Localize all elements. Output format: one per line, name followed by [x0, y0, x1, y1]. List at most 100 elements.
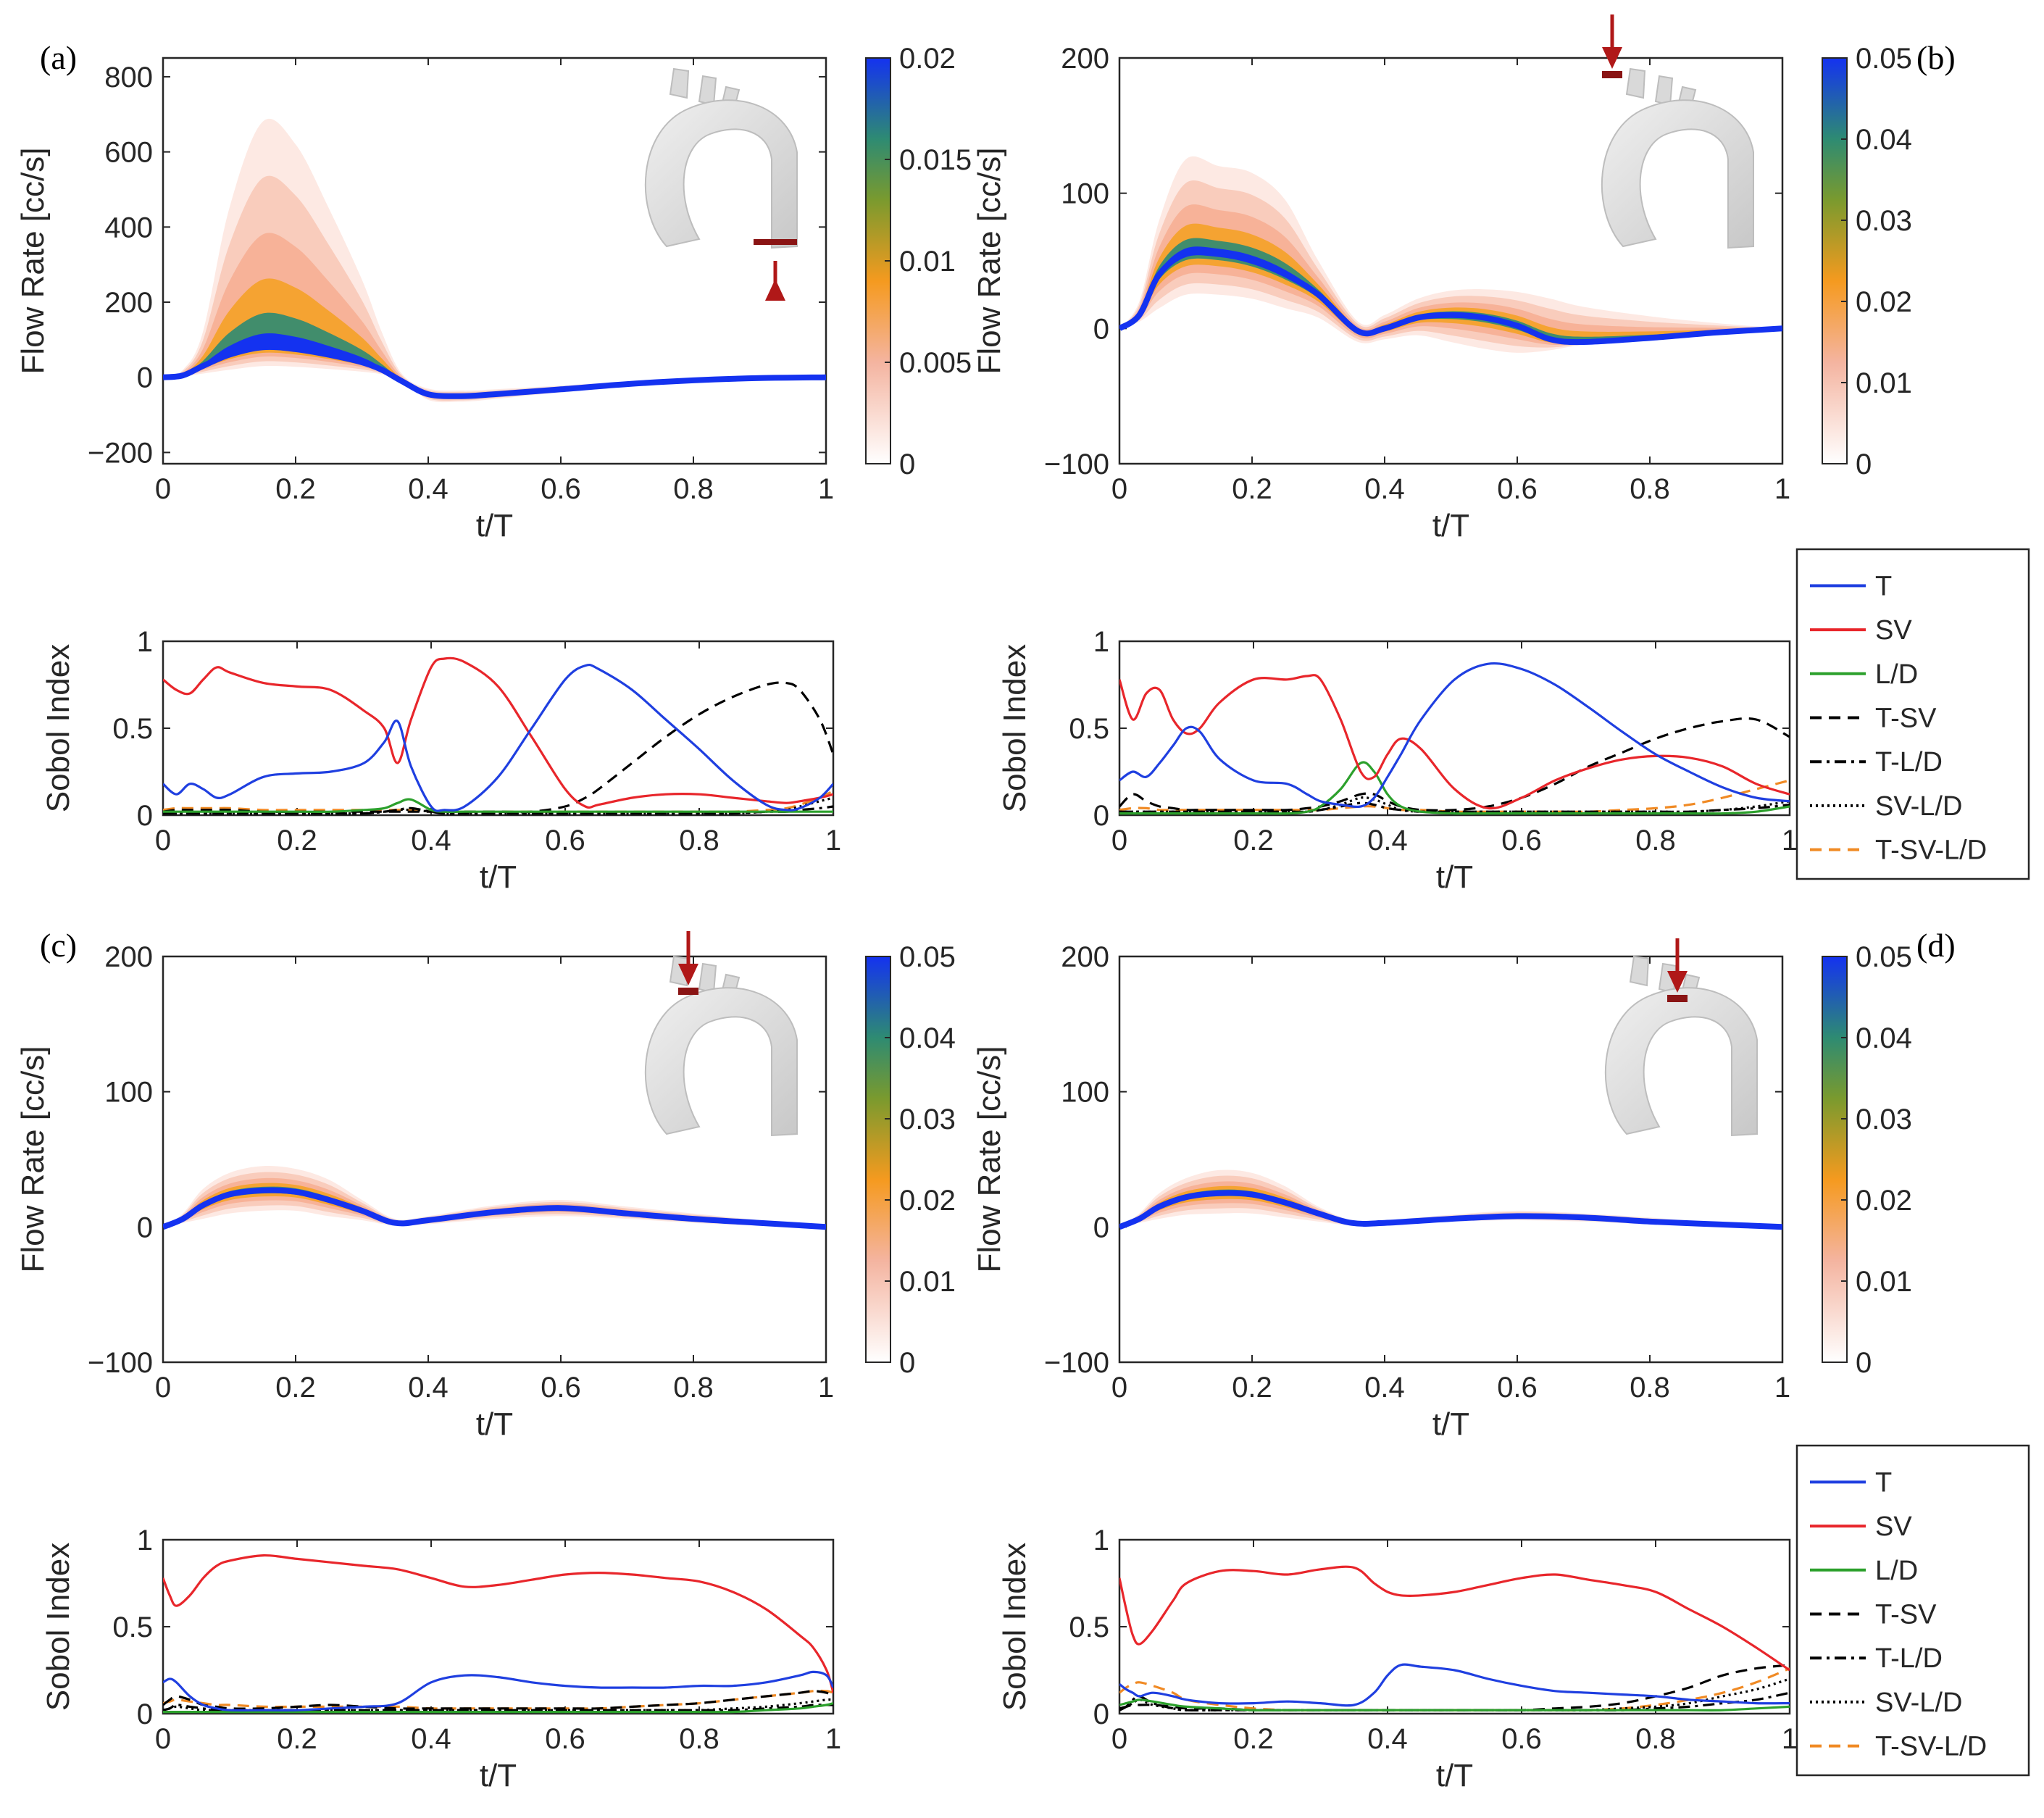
flow-core-line [1119, 1190, 1782, 1230]
colorbar-tick-label: 0.02 [1856, 286, 1912, 318]
flow-band-5 [163, 333, 826, 397]
y-tick-label: 0.5 [1069, 1611, 1109, 1643]
y-tick-label: 1 [1093, 626, 1109, 658]
series-line-t [1119, 662, 1790, 809]
x-tick-label: 0.6 [541, 473, 581, 505]
y-axis-label: Flow Rate [cc/s] [972, 148, 1007, 375]
panel-label: (a) [40, 39, 77, 76]
legends-layer: TSVL/DT-SVT-L/DSV-L/DT-SV-L/DTSVL/DT-SVT… [1795, 548, 2030, 1777]
y-axis-label: Sobol Index [997, 1543, 1033, 1711]
colorbar-tick-label: 0.05 [1856, 941, 1912, 973]
x-tick-label: 0.2 [1232, 473, 1272, 505]
y-axis-label: Flow Rate [cc/s] [972, 1046, 1007, 1273]
x-axis-label: t/T [1432, 1406, 1469, 1442]
colorbar [1822, 956, 1848, 1363]
series-line-ld [1119, 1698, 1790, 1711]
y-tick-label: −100 [1044, 1347, 1109, 1379]
flow-band-5 [1119, 246, 1782, 343]
y-tick-label: −200 [88, 437, 153, 469]
y-tick-label: 200 [1061, 43, 1109, 75]
series-line-sv [163, 656, 833, 809]
x-tick-label: 0.8 [673, 473, 714, 505]
colorbar-tick-label: 0.04 [1856, 1022, 1912, 1054]
colorbar-tick-label: 0 [899, 1347, 915, 1379]
legend-label: T-SV-L/D [1875, 1732, 1987, 1762]
y-tick-label: 0.5 [112, 1611, 153, 1643]
x-tick-label: 0.4 [411, 825, 451, 856]
flow-axes-box [1118, 955, 1784, 1364]
flow-band-4 [163, 312, 826, 398]
y-tick-label: 0 [1093, 1698, 1109, 1730]
series-line-t-ld [163, 1704, 833, 1711]
x-tick-label: 0.4 [1364, 473, 1405, 505]
panel-label: (d) [1916, 927, 1956, 964]
colorbar-tick-label: 0.02 [899, 1185, 956, 1217]
sobol-axes-box [162, 640, 835, 817]
x-tick-label: 1 [1774, 473, 1790, 505]
x-tick-label: 1 [1782, 825, 1798, 856]
sobol-axes-box [1118, 640, 1791, 817]
flow-band-1 [1119, 180, 1782, 348]
series-line-t [163, 1670, 833, 1711]
colorbar-tick-label: 0.03 [1856, 205, 1912, 237]
colorbar-tick-label: 0.05 [899, 941, 956, 973]
x-axis-label: t/T [1436, 859, 1473, 895]
legend-label: L/D [1875, 1556, 1918, 1586]
legend: T SV L/D T-SV T-L/D SV-L/D T-SV-L/D [1795, 548, 2030, 880]
panel-label: (c) [40, 927, 77, 964]
legend-label: SV-L/D [1875, 791, 1962, 822]
x-tick-label: 0.2 [277, 1723, 317, 1755]
y-axis-label: Sobol Index [41, 1543, 76, 1711]
x-tick-label: 1 [1774, 1372, 1790, 1404]
colorbar-tick-label: 0.03 [1856, 1104, 1912, 1135]
aorta-model-icon [1604, 955, 1758, 1137]
outlet-marker [678, 988, 698, 995]
y-tick-label: 0 [137, 362, 153, 394]
x-axis-label: t/T [1432, 508, 1469, 543]
y-tick-label: 1 [137, 1525, 153, 1556]
legend-label: T [1875, 571, 1892, 601]
series-line-ld [163, 798, 833, 813]
x-tick-label: 1 [825, 1723, 841, 1755]
sobol-panel-3: 0 0.2 0.4 0.6 0.8 1 0 0.5 1 t/T Sobol Index [41, 1525, 841, 1793]
colorbar-tick-label: 0.03 [899, 1104, 956, 1135]
y-tick-label: 100 [1061, 178, 1109, 210]
sobol-series-group [163, 656, 833, 815]
legend-label: SV [1875, 1511, 1912, 1542]
x-tick-label: 0 [155, 473, 171, 505]
sobol-panel-1: 0 0.2 0.4 0.6 0.8 1 0 0.5 1 t/T Sobol Index [41, 626, 841, 895]
x-tick-label: 0 [155, 825, 171, 856]
x-tick-label: 1 [825, 825, 841, 856]
colorbar-tick-label: 0.01 [1856, 367, 1912, 399]
colorbar [1822, 57, 1848, 464]
x-axis-label: t/T [1436, 1758, 1473, 1793]
y-tick-label: 800 [104, 62, 153, 93]
colorbar [865, 956, 891, 1363]
x-tick-label: 0.6 [1501, 1723, 1542, 1755]
x-tick-label: 0.4 [1364, 1372, 1405, 1404]
x-tick-label: 0.8 [679, 1723, 719, 1755]
y-tick-label: 0 [137, 1698, 153, 1730]
outlet-marker [1667, 995, 1688, 1002]
y-tick-label: 0 [1093, 800, 1109, 832]
y-tick-label: −100 [1044, 449, 1109, 480]
flow-band-0 [1119, 156, 1782, 353]
sobol-panel-4: 0 0.2 0.4 0.6 0.8 1 0 0.5 1 t/T Sobol Index [997, 1525, 1798, 1793]
x-tick-label: 0 [1111, 1723, 1127, 1755]
y-tick-label: −100 [88, 1347, 153, 1379]
x-tick-label: 0.8 [1630, 1372, 1670, 1404]
series-line-sv-ld [1119, 796, 1790, 813]
series-line-ld [1119, 761, 1790, 815]
colorbar-tick-label: 0 [899, 449, 915, 480]
series-line-t [1119, 1663, 1790, 1707]
x-tick-label: 0.6 [541, 1372, 581, 1404]
flow-core-line [163, 343, 826, 399]
y-tick-label: 0 [1093, 313, 1109, 345]
series-line-t [163, 663, 833, 812]
sobol-series-group [1119, 1565, 1790, 1711]
flow-density-bands [1119, 156, 1782, 353]
